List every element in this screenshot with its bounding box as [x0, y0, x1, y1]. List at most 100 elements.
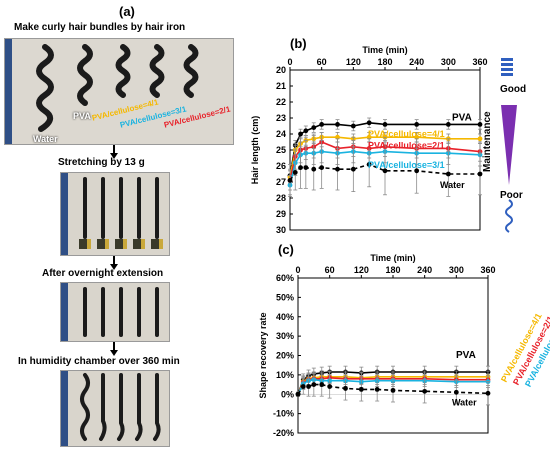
data-point [477, 122, 483, 127]
data-point [366, 162, 372, 167]
data-point [382, 168, 388, 174]
ruler [5, 39, 12, 144]
data-point [414, 168, 420, 174]
y-tick-label: 26 [276, 161, 286, 171]
data-point [327, 384, 333, 389]
flow-arrow-head-2 [109, 264, 118, 270]
maintenance-triangle [501, 105, 517, 185]
x-tick-label: 240 [409, 57, 424, 67]
y-tick-label: 60% [276, 273, 294, 283]
data-point [311, 166, 317, 172]
series-pva [287, 117, 483, 183]
hair-strand-pva [77, 44, 93, 106]
y-tick-label: 25 [276, 145, 286, 155]
data-point [414, 134, 420, 140]
y-tick-label: 28 [276, 193, 286, 203]
photo-humidity-chamber [60, 370, 170, 447]
y-tick-label: 50% [276, 292, 294, 302]
data-point [390, 387, 396, 393]
y-axis-label: Shape recovery rate [258, 312, 268, 398]
series-label-pva: PVA [456, 350, 476, 361]
panel-label: (c) [278, 242, 294, 257]
data-point [445, 171, 451, 177]
step-4-text: In humidity chamber over 360 min [18, 356, 180, 367]
step-2-text: Stretching by 13 g [58, 157, 145, 168]
data-point [382, 122, 388, 127]
flow-arrow-head-3 [109, 350, 118, 356]
y-tick-label: 27 [276, 177, 286, 187]
data-point [335, 166, 340, 172]
flow-arrow-1 [113, 145, 115, 155]
legend-poor: Poor [500, 190, 523, 201]
data-point [303, 165, 309, 171]
x-tick-label: 300 [449, 265, 464, 275]
y-tick-label: 24 [276, 129, 286, 139]
flow-arrow-3 [113, 342, 115, 352]
series-water [287, 141, 483, 197]
data-point [374, 387, 380, 392]
y-tick-label: -20% [273, 428, 294, 438]
y-axis-label: Hair length (cm) [250, 116, 260, 185]
stretch-weights [79, 239, 165, 249]
flow-arrow-head-1 [109, 153, 118, 159]
x-tick-label: 120 [346, 57, 361, 67]
x-tick-label: 0 [295, 265, 300, 275]
humidity-hair-strands [80, 373, 161, 441]
x-tick-label: 180 [385, 265, 400, 275]
y-tick-label: 20 [276, 65, 286, 75]
panel-label: (b) [290, 36, 307, 51]
series-label-water: Water [452, 397, 477, 407]
flow-arrow-2 [113, 256, 115, 266]
data-point [300, 384, 306, 389]
data-point [292, 170, 298, 175]
data-point [311, 382, 317, 387]
photo-stretching [60, 172, 170, 256]
y-tick-label: 29 [276, 209, 286, 219]
step-1-text: Make curly hair bundles by hair iron [14, 22, 186, 33]
data-point [306, 384, 311, 389]
series-label-pva-cellulose-3-1: PVA/cellulose=3/1 [368, 160, 445, 170]
data-point [453, 389, 459, 395]
hair-strand-pva31 [149, 44, 165, 98]
y-tick-label: 23 [276, 113, 286, 123]
series-label-pva: PVA [452, 112, 472, 123]
x-tick-label: 0 [287, 57, 292, 67]
data-point [366, 134, 372, 140]
photo-curly-bundles: Water PVA PVA/cellulose=4/1 PVA/cellulos… [4, 38, 234, 145]
photo-label-water: Water [33, 134, 58, 144]
y-tick-label: 20% [276, 351, 294, 361]
curly-hair-strands [36, 44, 199, 132]
chart-c-shape-recovery: (c)0 60 120 180 240 300 360 Time (min) -20% -10% 0… [258, 242, 550, 438]
data-point [343, 386, 348, 391]
poor-wave-icon [505, 199, 513, 233]
y-tick-label: 40% [276, 312, 294, 322]
data-point [414, 122, 420, 127]
step-3-text: After overnight extension [42, 268, 164, 279]
data-point [445, 122, 451, 127]
photo-label-pva: PVA [73, 111, 91, 121]
data-point [366, 120, 372, 126]
x-tick-label: 120 [354, 265, 369, 275]
hair-strand-water [36, 44, 54, 132]
good-coil-icon [501, 58, 513, 76]
x-tick-label: 60 [325, 265, 335, 275]
x-tick-label: 360 [480, 265, 495, 275]
data-point [287, 178, 293, 183]
data-point [350, 123, 356, 129]
y-tick-label: -10% [273, 409, 294, 419]
y-tick-label: 21 [276, 81, 286, 91]
data-point [298, 131, 303, 137]
series-water [295, 372, 491, 406]
data-point [477, 171, 483, 177]
data-point [311, 125, 317, 130]
x-tick-label: 240 [417, 265, 432, 275]
data-point [350, 166, 356, 172]
x-axis-label: Time (min) [370, 253, 415, 263]
data-point [335, 122, 340, 127]
x-tick-label: 300 [441, 57, 456, 67]
x-axis-label: Time (min) [362, 45, 407, 55]
data-point [319, 122, 325, 127]
chart-b-hair-length: (b) 0 60 120 180 240 300 360 Time (min) 20 21 22 23 2… [250, 36, 488, 235]
data-point [477, 136, 483, 142]
series-label-water: Water [440, 180, 465, 190]
